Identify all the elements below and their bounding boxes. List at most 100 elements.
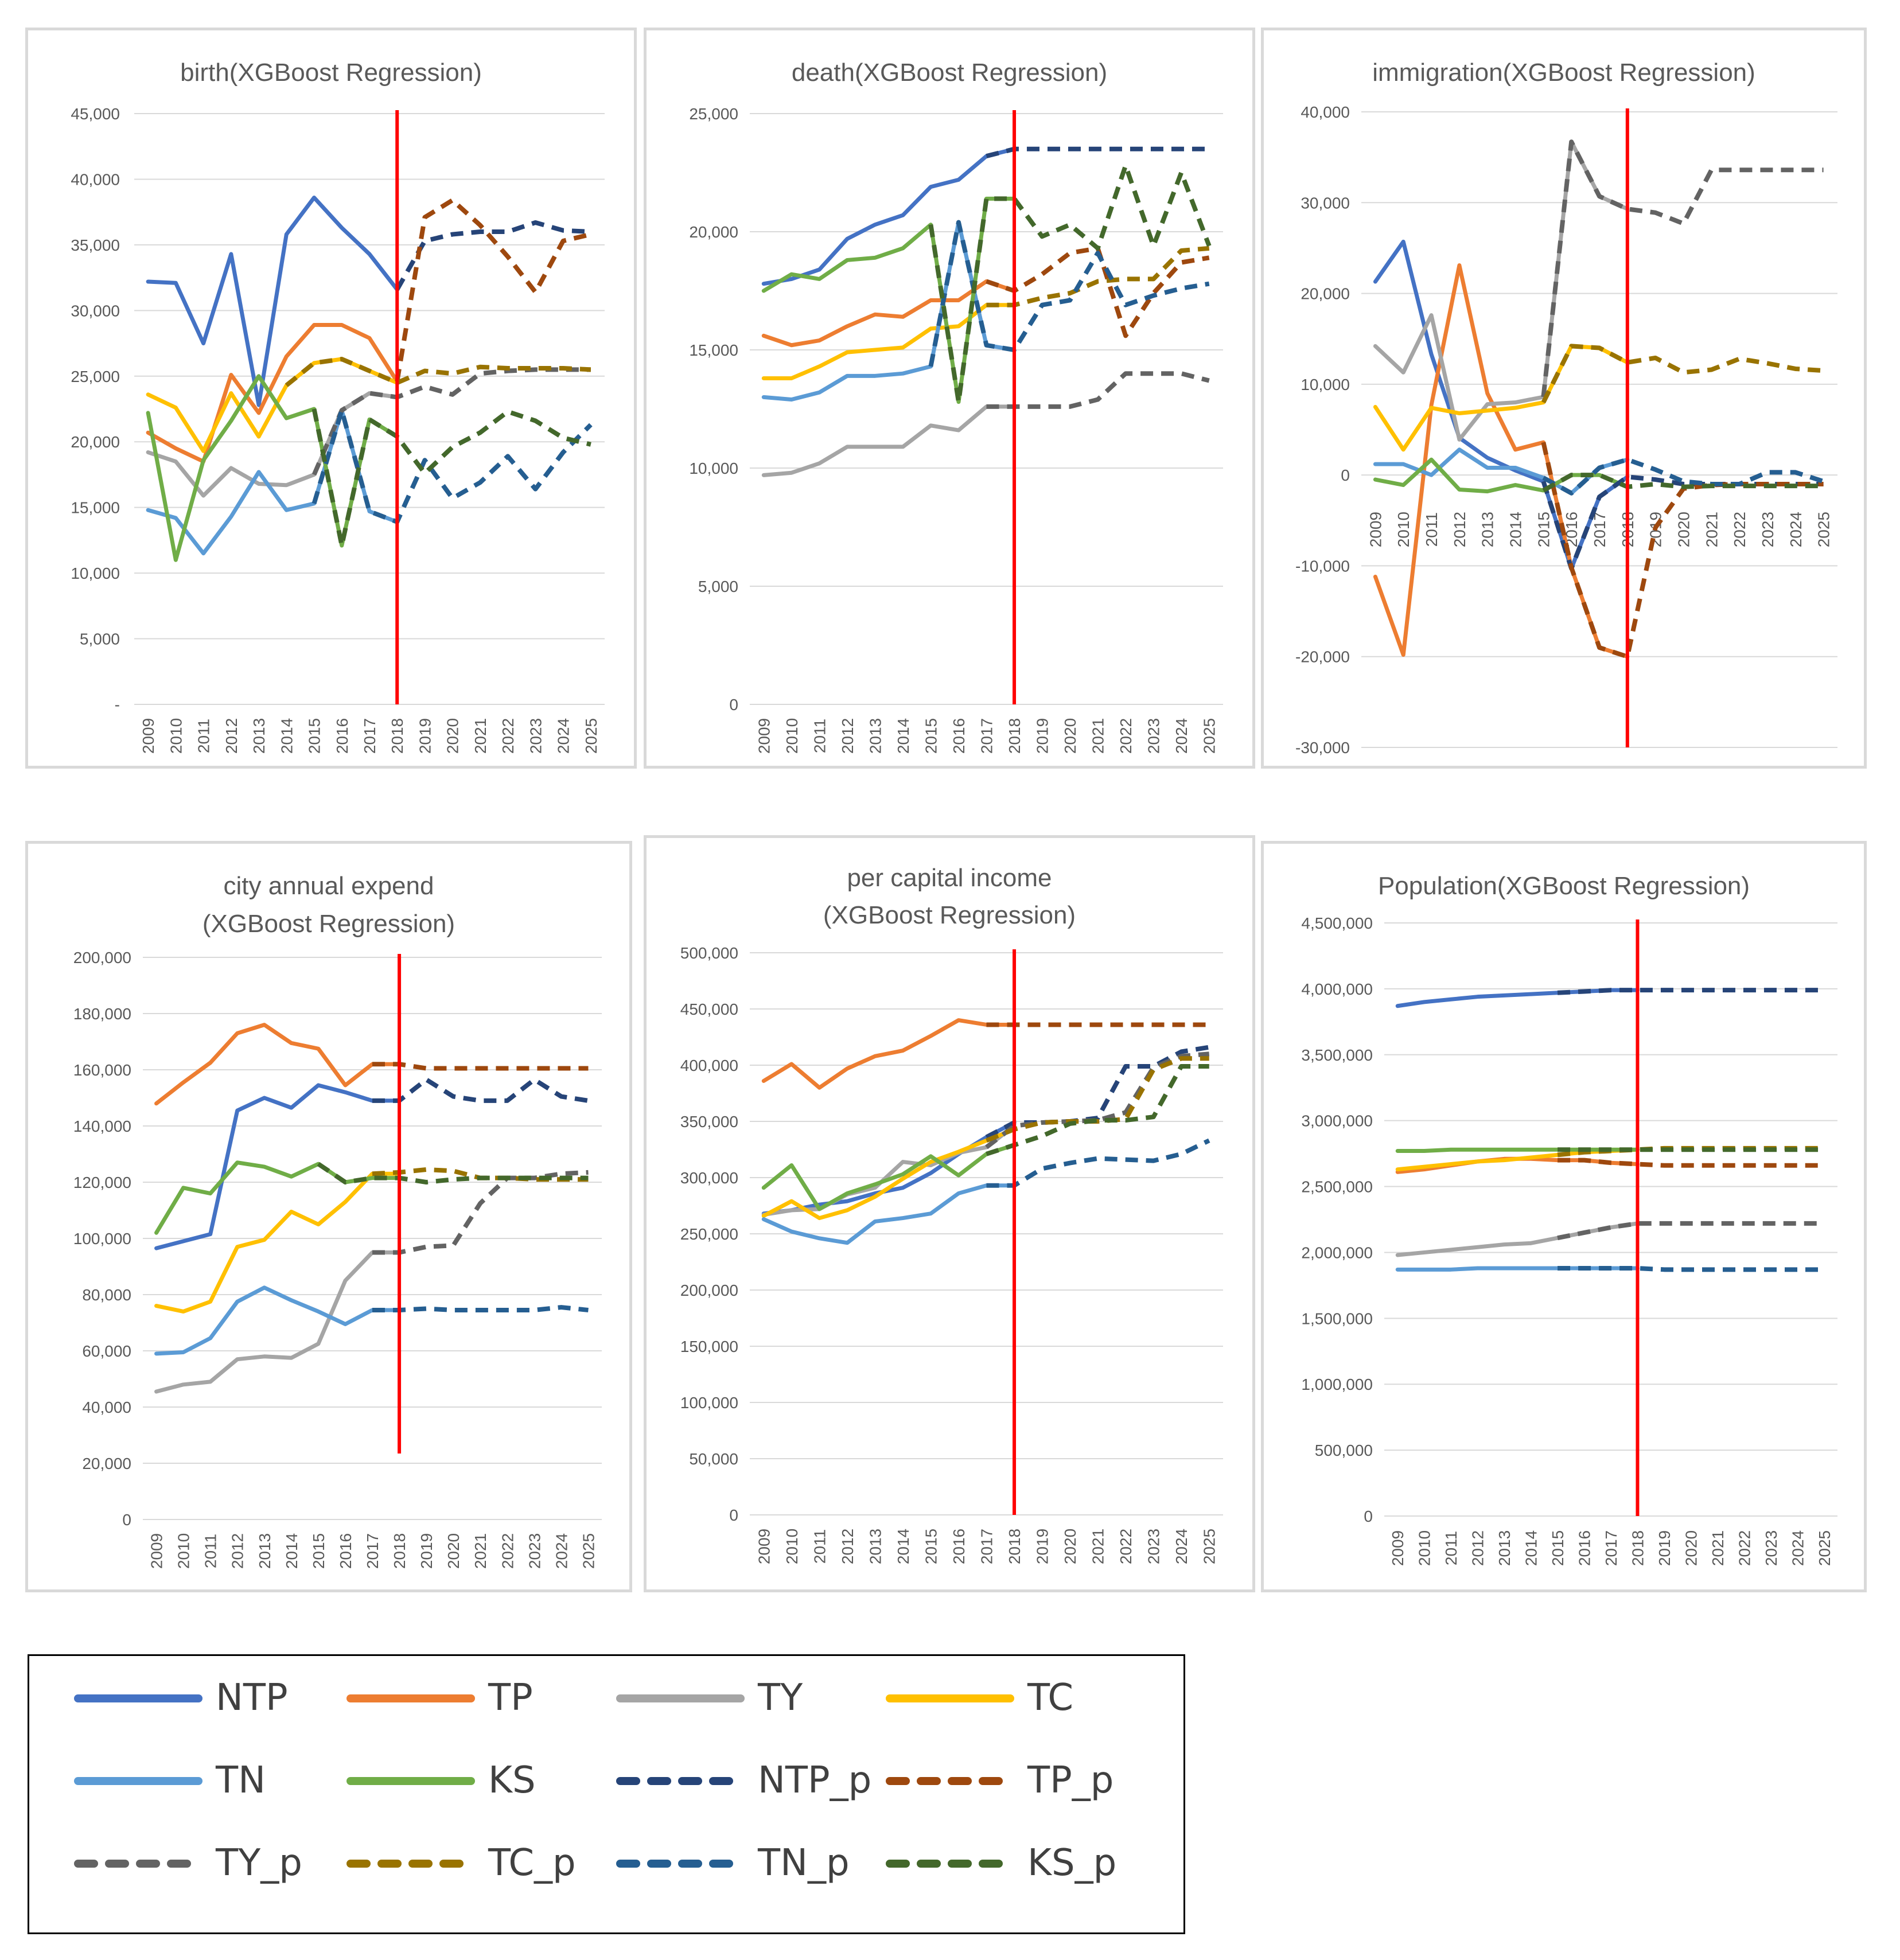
x-tick-label: 2010 bbox=[175, 1533, 193, 1569]
y-tick-label: 0 bbox=[122, 1511, 131, 1529]
x-tick-label: 2025 bbox=[1815, 512, 1833, 547]
y-tick-label: 200,000 bbox=[73, 949, 131, 967]
chart-title: immigration(XGBoost Regression) bbox=[1372, 59, 1755, 87]
legend-label: TY bbox=[758, 1677, 803, 1719]
y-tick-label: 10,000 bbox=[1301, 376, 1350, 393]
x-tick-label: 2014 bbox=[1523, 1530, 1540, 1566]
series-line-tn-p bbox=[372, 1305, 589, 1312]
y-tick-label: 80,000 bbox=[82, 1286, 131, 1304]
birth-chart-panel: birth(XGBoost Regression) - 5,000 10,000 15,… bbox=[25, 28, 637, 769]
x-tick-label: 2018 bbox=[1006, 1529, 1023, 1564]
x-tick-label: 2012 bbox=[839, 718, 856, 754]
chart-title: Population(XGBoost Regression) bbox=[1378, 872, 1750, 900]
series-line-ty-p bbox=[1541, 139, 1824, 398]
y-tick-label: 35,000 bbox=[71, 236, 120, 254]
chart-title: (XGBoost Regression) bbox=[823, 901, 1076, 929]
series-line-ty bbox=[1373, 139, 1630, 442]
x-tick-label: 2025 bbox=[582, 718, 600, 754]
x-tick-label: 2015 bbox=[922, 1529, 940, 1564]
y-tick-label: 250,000 bbox=[680, 1225, 738, 1243]
series-line-ntp bbox=[761, 1120, 1017, 1216]
y-tick-label: 40,000 bbox=[71, 170, 120, 188]
population-chart: Population(XGBoost Regression) 0 500,000 1,… bbox=[1301, 872, 1837, 1566]
x-tick-label: 2017 bbox=[978, 1529, 996, 1564]
y-tick-label: 3,000,000 bbox=[1301, 1112, 1373, 1130]
legend-swatch bbox=[616, 1694, 745, 1702]
series-line-ty bbox=[761, 1124, 1017, 1217]
x-tick-label: 2016 bbox=[1576, 1530, 1594, 1566]
x-tick-label: 2010 bbox=[1395, 512, 1412, 547]
x-tick-label: 2022 bbox=[499, 718, 517, 754]
x-tick-label: 2024 bbox=[552, 1533, 570, 1569]
y-tick-label: 20,000 bbox=[689, 223, 738, 241]
x-tick-label: 2014 bbox=[1507, 512, 1525, 547]
series-line-ks bbox=[1395, 1147, 1640, 1154]
y-tick-label: 2,000,000 bbox=[1301, 1244, 1373, 1261]
legend: NTP TP TY TC TN KS NTP_p TP_p TY_p TC_p TN_p KS_p bbox=[28, 1654, 1185, 1934]
x-tick-label: 2021 bbox=[1089, 718, 1107, 754]
immigration-chart-panel: immigration(XGBoost Regression) -30,000 -2… bbox=[1261, 28, 1867, 769]
x-tick-label: 2025 bbox=[579, 1533, 597, 1569]
series-line-tc-p bbox=[986, 246, 1210, 307]
x-tick-label: 2017 bbox=[364, 1533, 381, 1569]
y-tick-label: 15,000 bbox=[71, 499, 120, 517]
series-line-ty-p bbox=[372, 1170, 589, 1255]
x-tick-label: 2024 bbox=[1173, 1529, 1190, 1564]
x-tick-label: 2009 bbox=[139, 718, 157, 754]
y-tick-label: 4,500,000 bbox=[1301, 914, 1373, 932]
x-tick-label: 2012 bbox=[1451, 512, 1469, 547]
series-line-ntp bbox=[154, 1083, 402, 1250]
series-line-ks-p bbox=[986, 1063, 1209, 1156]
y-tick-label: 45,000 bbox=[71, 105, 120, 123]
x-tick-label: 2011 bbox=[1423, 512, 1440, 547]
series-line-tc bbox=[154, 1171, 402, 1314]
x-tick-label: 2015 bbox=[306, 718, 324, 754]
chart-title: death(XGBoost Regression) bbox=[792, 59, 1107, 87]
series-line-tp bbox=[1373, 263, 1630, 659]
y-tick-label: 40,000 bbox=[1301, 103, 1350, 121]
series-line-tn-p bbox=[1542, 457, 1824, 496]
series-line-ty-p bbox=[1557, 1221, 1824, 1241]
y-tick-label: 1,500,000 bbox=[1301, 1310, 1373, 1327]
series-line-ks bbox=[761, 1143, 1017, 1211]
x-tick-label: 2012 bbox=[229, 1533, 247, 1569]
legend-swatch bbox=[886, 1777, 1014, 1785]
population-chart-panel: Population(XGBoost Regression) 0 500,000 1,… bbox=[1261, 841, 1867, 1592]
series-line-ty bbox=[154, 1250, 402, 1394]
y-tick-label: -30,000 bbox=[1295, 739, 1350, 757]
series-line-tc bbox=[761, 303, 1017, 380]
series-line-tc bbox=[1373, 344, 1630, 452]
series-line-tp-p bbox=[395, 198, 591, 382]
series-line-tn-p bbox=[312, 408, 593, 524]
legend-label: TP_p bbox=[1027, 1759, 1114, 1802]
x-tick-label: 2009 bbox=[148, 1533, 166, 1569]
x-tick-label: 2011 bbox=[811, 1529, 828, 1564]
x-tick-label: 2021 bbox=[1709, 1530, 1727, 1566]
x-tick-label: 2022 bbox=[1117, 1529, 1135, 1564]
x-tick-label: 2011 bbox=[195, 719, 213, 753]
series-line-tc bbox=[146, 357, 399, 453]
series-line-ks bbox=[761, 196, 1017, 404]
series-line-ks bbox=[146, 374, 399, 562]
series-line-ntp-p bbox=[372, 1077, 589, 1103]
series-line-ty-p bbox=[312, 367, 591, 476]
y-tick-label: 5,000 bbox=[698, 578, 738, 595]
x-tick-label: 2016 bbox=[333, 718, 351, 754]
y-tick-label: 20,000 bbox=[71, 433, 120, 451]
legend-swatch bbox=[616, 1860, 745, 1868]
x-tick-label: 2015 bbox=[1549, 1530, 1567, 1566]
chart-title: birth(XGBoost Regression) bbox=[180, 59, 482, 87]
y-tick-label: 10,000 bbox=[689, 459, 738, 477]
y-tick-label: 180,000 bbox=[73, 1005, 131, 1023]
x-tick-label: 2017 bbox=[978, 718, 996, 754]
x-tick-label: 2020 bbox=[1061, 1529, 1079, 1564]
legend-label: KS_p bbox=[1027, 1842, 1117, 1884]
y-tick-label: 0 bbox=[1364, 1507, 1373, 1525]
series-line-tp-p bbox=[372, 1062, 589, 1071]
x-tick-label: 2014 bbox=[278, 718, 295, 754]
y-tick-label: 5,000 bbox=[80, 630, 120, 648]
legend-swatch bbox=[74, 1860, 203, 1868]
x-tick-label: 2024 bbox=[555, 718, 573, 754]
y-tick-label: 350,000 bbox=[680, 1113, 738, 1131]
series-line-tp bbox=[761, 1018, 1017, 1090]
